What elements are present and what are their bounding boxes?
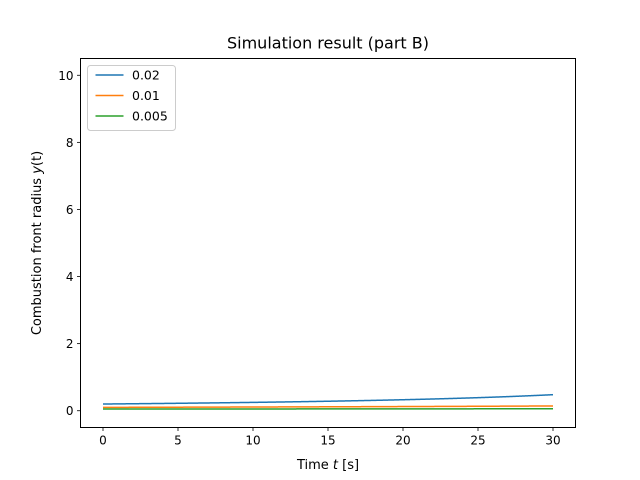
series-line-0_02	[102, 393, 554, 405]
x-tick-label: 25	[470, 434, 485, 448]
y-tick-label: 8	[66, 136, 74, 150]
y-tick-label: 2	[66, 337, 74, 351]
x-tick-label: 15	[320, 434, 335, 448]
x-tick-label: 30	[545, 434, 560, 448]
plot-lines	[102, 393, 554, 410]
chart-title: Simulation result (part B)	[227, 34, 429, 53]
y-tick-label: 10	[58, 69, 73, 83]
legend: 0.02 0.01 0.005	[87, 65, 176, 131]
series-line-0_01	[102, 405, 554, 409]
y-tick-label: 0	[66, 404, 74, 418]
x-tick-label: 20	[395, 434, 410, 448]
y-axis-ticks: 0 2 4 6 8 10	[58, 69, 81, 418]
x-axis-label: Time t [s]	[296, 458, 359, 473]
y-tick-label: 6	[66, 203, 74, 217]
y-tick-label: 4	[66, 270, 74, 284]
x-tick-label: 0	[99, 434, 107, 448]
y-axis-label: Combustion front radius y(t)	[30, 151, 45, 335]
legend-box	[87, 65, 176, 131]
legend-label: 0.02	[132, 68, 160, 83]
x-tick-label: 10	[245, 434, 260, 448]
legend-label: 0.005	[132, 109, 168, 124]
x-tick-label: 5	[174, 434, 182, 448]
x-axis-ticks: 0 5 10 15 20 25 30	[99, 427, 561, 448]
legend-label: 0.01	[132, 88, 160, 103]
